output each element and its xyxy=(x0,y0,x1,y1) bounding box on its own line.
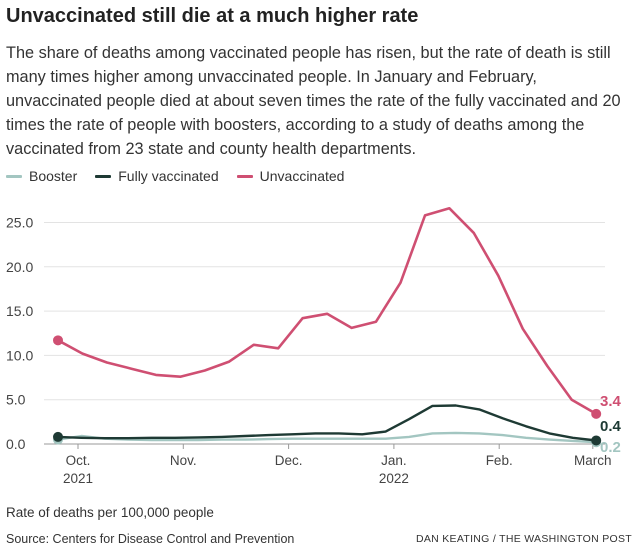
x-tick-label-year: 2021 xyxy=(63,471,93,486)
legend-item-fully-vaccinated: Fully vaccinated xyxy=(95,168,219,184)
y-tick-label: 20.0 xyxy=(6,259,33,275)
legend-label-unvaccinated: Unvaccinated xyxy=(259,168,345,184)
end-value-label: 0.2 xyxy=(600,439,621,456)
source-note: Source: Centers for Disease Control and … xyxy=(6,532,295,546)
series-end-marker xyxy=(591,435,602,446)
x-tick-label: March xyxy=(574,453,612,468)
x-tick-label: Nov. xyxy=(170,453,197,468)
legend-swatch-booster xyxy=(6,174,22,178)
y-tick-label: 0.0 xyxy=(6,436,26,452)
x-tick-label-year: 2022 xyxy=(379,471,409,486)
y-tick-label: 15.0 xyxy=(6,303,33,319)
series-start-marker xyxy=(53,431,63,442)
legend: Booster Fully vaccinated Unvaccinated xyxy=(6,168,362,184)
end-value-label: 0.4 xyxy=(600,418,622,435)
legend-label-booster: Booster xyxy=(29,168,78,184)
x-tick-label: Jan. xyxy=(381,453,407,468)
series-start-marker xyxy=(53,335,63,346)
legend-swatch-unvaccinated xyxy=(236,174,253,178)
series-line-unvaccinated xyxy=(56,206,598,416)
legend-swatch-fully-vaccinated xyxy=(95,174,112,178)
x-tick-label: Dec. xyxy=(275,453,303,468)
end-value-label: 3.4 xyxy=(600,393,622,410)
chart-title: Unvaccinated still die at a much higher … xyxy=(6,5,419,27)
legend-item-booster: Booster xyxy=(6,168,77,184)
series-line-fully-vaccinated xyxy=(56,404,598,442)
line-chart: 0.0 5.0 10.0 15.0 20.0 25.0 Oct. 2021 Nov. Dec. Ja… xyxy=(6,206,622,486)
x-tick-label: Oct. xyxy=(66,453,91,468)
y-tick-label: 10.0 xyxy=(6,347,33,363)
y-tick-label: 25.0 xyxy=(6,215,33,231)
unit-note: Rate of deaths per 100,000 people xyxy=(6,505,214,520)
legend-label-fully-vaccinated: Fully vaccinated xyxy=(118,168,219,184)
credit-line: DAN KEATING / THE WASHINGTON POST xyxy=(415,533,632,545)
chart-subtitle: The share of deaths among vaccinated peo… xyxy=(6,44,621,158)
series-line-booster xyxy=(56,431,598,444)
legend-item-unvaccinated: Unvaccinated xyxy=(236,168,345,184)
series-end-marker xyxy=(591,408,602,419)
y-tick-label: 5.0 xyxy=(6,392,26,408)
x-tick-label: Feb. xyxy=(486,453,513,468)
